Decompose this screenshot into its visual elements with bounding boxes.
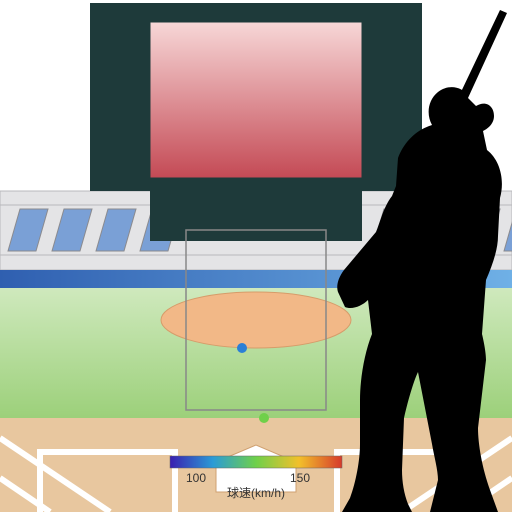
scoreboard-screen <box>150 22 362 178</box>
pitchers-mound <box>161 292 351 348</box>
legend-tick-label: 100 <box>186 471 206 485</box>
scoreboard-skirt <box>150 191 362 241</box>
legend-colorbar <box>170 456 342 468</box>
pitch-location-chart: 100 150 球速(km/h) <box>0 0 512 512</box>
pitch-marker <box>237 343 247 353</box>
legend-tick-label: 150 <box>290 471 310 485</box>
chart-svg: 100 150 球速(km/h) <box>0 0 512 512</box>
pitch-marker <box>259 413 269 423</box>
legend-title: 球速(km/h) <box>227 486 285 500</box>
